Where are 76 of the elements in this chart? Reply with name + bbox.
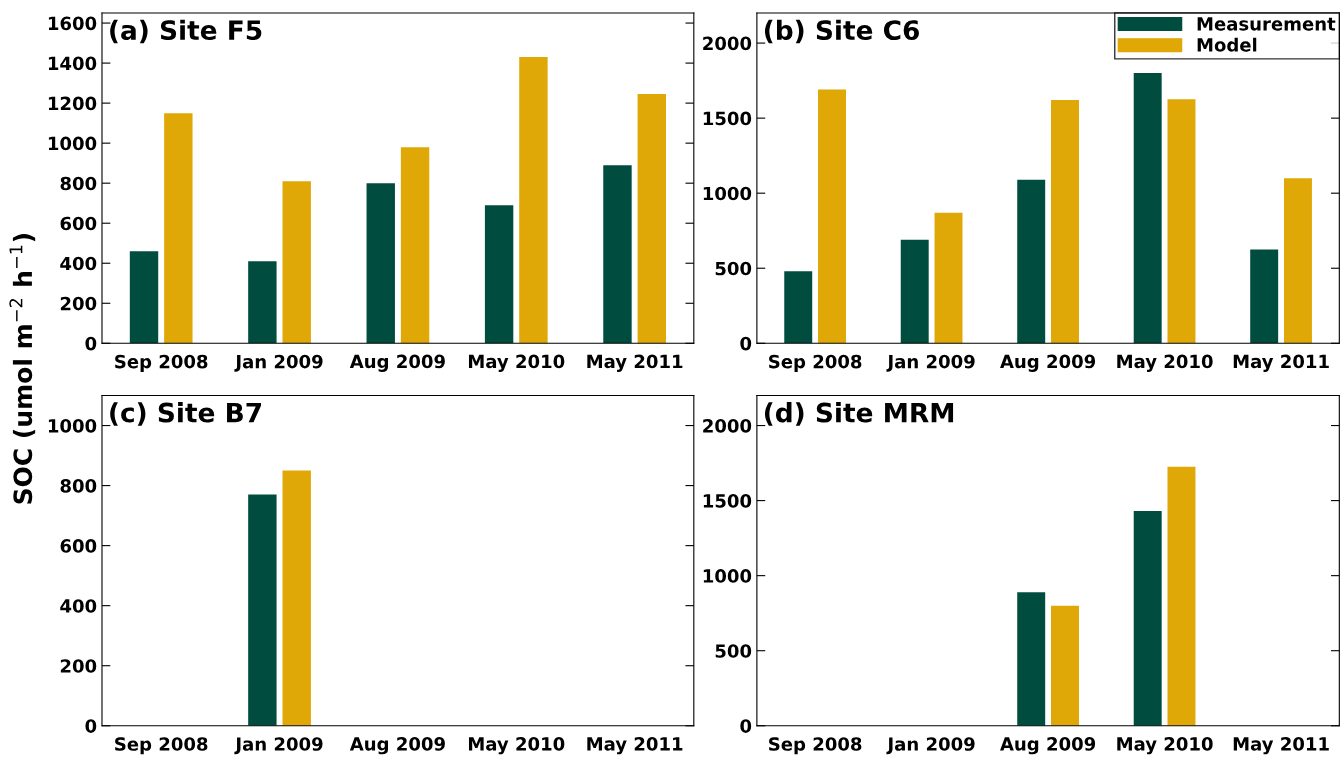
y-tick-label: 1500 [703,111,752,126]
bar [1250,249,1279,344]
bar [282,181,311,344]
legend-label: Measurement [1197,17,1336,31]
bar [1133,73,1162,344]
y-tick-label: 1600 [48,16,97,31]
x-tick-label: Jan 2009 [886,737,975,755]
bar [1017,592,1046,726]
x-tick-label: Jan 2009 [886,354,975,372]
bar [248,261,277,344]
chart-title: (a) Site F5 [110,19,262,44]
bar [1133,511,1162,726]
y-tick-label: 0 [740,336,752,351]
x-tick-label: Sep 2008 [769,737,862,755]
y-tick-label: 1500 [703,494,752,508]
x-tick-label: Aug 2009 [349,354,445,372]
bar [784,271,813,344]
bar [519,57,548,344]
x-tick-label: May 2011 [1233,354,1329,372]
y-tick-label: 0 [85,336,97,351]
chart-title: (b) Site C6 [764,19,919,44]
bar [129,251,159,344]
x-tick-label: Sep 2008 [769,354,862,372]
bar [484,205,514,344]
y-tick-label: 400 [60,599,97,613]
chart-title: (d) Site MRM [764,402,954,426]
x-tick-label: May 2011 [1233,737,1329,755]
bar [400,147,430,344]
bar [900,239,929,344]
y-tick-label: 1000 [48,136,97,151]
x-tick-label: May 2010 [468,354,565,372]
y-tick-label: 1000 [48,419,97,433]
x-tick-label: Aug 2009 [349,737,445,755]
y-tick-label: 800 [60,479,97,493]
y-tick-label: 500 [715,261,752,276]
y-tick-label: 200 [60,659,97,673]
y-tick-label: 600 [60,216,97,231]
x-tick-label: May 2010 [468,737,565,755]
y-tick-label: 2000 [703,419,752,433]
y-tick-label: 0 [740,719,752,733]
y-tick-label: 500 [715,644,752,658]
y-tick-label: 2000 [703,36,752,51]
y-tick-label: 600 [60,539,97,553]
bar [1283,178,1312,344]
bar [603,165,632,344]
y-tick-label: 1000 [703,186,752,201]
bar [1167,99,1196,344]
y-tick-label: 1400 [48,56,97,71]
bar [1017,179,1046,344]
x-tick-label: Jan 2009 [234,737,323,755]
bar [164,113,193,344]
y-tick-label: 800 [60,176,97,191]
x-tick-label: Sep 2008 [115,354,208,372]
y-tick-label: 200 [60,296,97,311]
y-tick-label: 0 [85,719,97,733]
x-tick-label: May 2011 [587,737,683,755]
x-tick-label: Jan 2009 [234,354,323,372]
bar [1167,466,1196,726]
x-tick-label: Aug 2009 [1000,737,1096,755]
x-tick-label: May 2010 [1117,737,1213,755]
y-tick-label: 1000 [703,569,752,583]
x-tick-label: Aug 2009 [1000,354,1096,372]
x-tick-label: Sep 2008 [115,737,208,755]
bar [366,183,395,344]
chart-title: (c) Site B7 [110,402,261,426]
bar [1051,605,1079,726]
x-tick-label: May 2010 [1117,354,1213,372]
y-axis-title: SOC (umol m$^{−2}$ h$^{−1}$) [9,234,36,504]
bar [818,89,846,344]
y-tick-label: 1200 [48,96,97,111]
y-tick-label: 400 [60,256,97,271]
bar [637,94,666,344]
bar [934,212,963,344]
x-tick-label: May 2011 [587,354,683,372]
bar [1051,100,1079,344]
legend-label: Model [1197,37,1257,52]
